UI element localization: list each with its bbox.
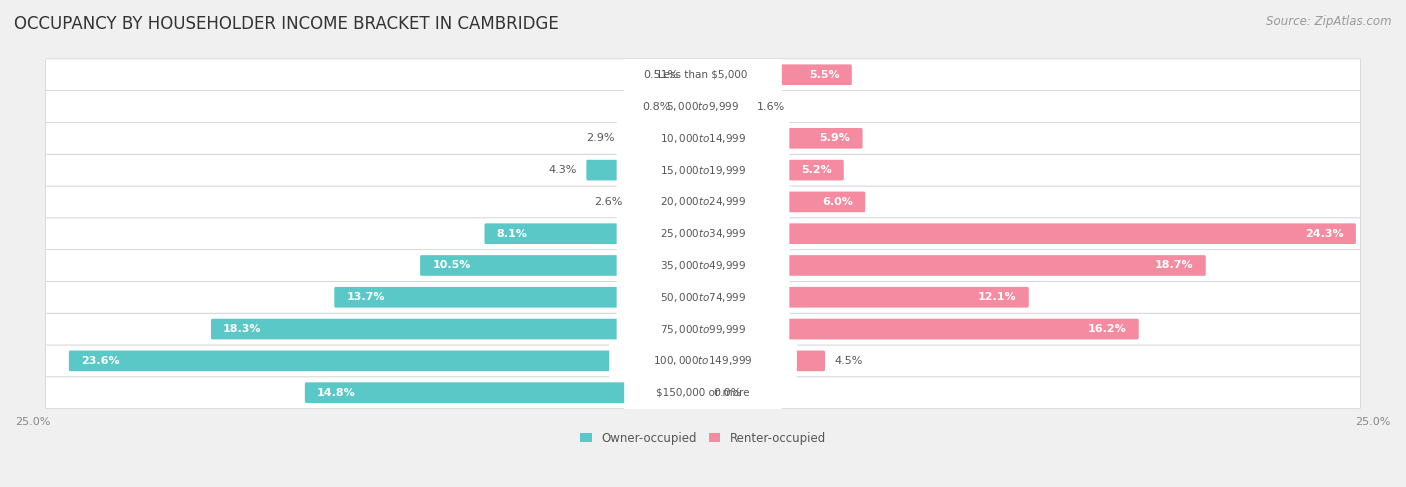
Text: $150,000 or more: $150,000 or more [657, 388, 749, 398]
Text: 2.6%: 2.6% [595, 197, 623, 207]
Text: Less than $5,000: Less than $5,000 [658, 70, 748, 80]
Text: 4.3%: 4.3% [548, 165, 576, 175]
FancyBboxPatch shape [45, 345, 1361, 377]
Text: 8.1%: 8.1% [496, 229, 527, 239]
FancyBboxPatch shape [631, 191, 704, 212]
Text: 23.6%: 23.6% [82, 356, 120, 366]
FancyBboxPatch shape [420, 255, 704, 276]
Text: Source: ZipAtlas.com: Source: ZipAtlas.com [1267, 15, 1392, 28]
FancyBboxPatch shape [702, 128, 862, 149]
FancyBboxPatch shape [45, 281, 1361, 313]
Text: OCCUPANCY BY HOUSEHOLDER INCOME BRACKET IN CAMBRIDGE: OCCUPANCY BY HOUSEHOLDER INCOME BRACKET … [14, 15, 558, 33]
FancyBboxPatch shape [305, 382, 704, 403]
Text: 0.51%: 0.51% [644, 70, 679, 80]
Text: 6.0%: 6.0% [823, 197, 853, 207]
FancyBboxPatch shape [335, 287, 704, 308]
FancyBboxPatch shape [45, 91, 1361, 122]
FancyBboxPatch shape [624, 56, 782, 94]
Text: $35,000 to $49,999: $35,000 to $49,999 [659, 259, 747, 272]
FancyBboxPatch shape [702, 224, 1355, 244]
Text: 10.5%: 10.5% [432, 261, 471, 270]
Text: $20,000 to $24,999: $20,000 to $24,999 [659, 195, 747, 208]
FancyBboxPatch shape [624, 128, 704, 149]
Legend: Owner-occupied, Renter-occupied: Owner-occupied, Renter-occupied [579, 431, 827, 445]
Text: 24.3%: 24.3% [1305, 229, 1344, 239]
FancyBboxPatch shape [45, 377, 1361, 409]
Text: 5.2%: 5.2% [801, 165, 832, 175]
Text: 16.2%: 16.2% [1088, 324, 1126, 334]
FancyBboxPatch shape [702, 255, 1206, 276]
FancyBboxPatch shape [45, 313, 1361, 345]
FancyBboxPatch shape [617, 279, 789, 316]
Text: 2.9%: 2.9% [586, 133, 614, 143]
Text: 5.9%: 5.9% [820, 133, 851, 143]
FancyBboxPatch shape [69, 351, 704, 371]
Text: $5,000 to $9,999: $5,000 to $9,999 [666, 100, 740, 113]
Text: 14.8%: 14.8% [316, 388, 356, 398]
Text: $15,000 to $19,999: $15,000 to $19,999 [659, 164, 747, 177]
FancyBboxPatch shape [617, 151, 789, 189]
FancyBboxPatch shape [624, 374, 782, 412]
Text: 4.5%: 4.5% [834, 356, 863, 366]
FancyBboxPatch shape [681, 96, 704, 117]
FancyBboxPatch shape [45, 218, 1361, 250]
FancyBboxPatch shape [485, 224, 704, 244]
Text: 5.5%: 5.5% [808, 70, 839, 80]
Text: 13.7%: 13.7% [346, 292, 385, 302]
FancyBboxPatch shape [45, 186, 1361, 218]
Text: 1.6%: 1.6% [756, 101, 785, 112]
Text: $100,000 to $149,999: $100,000 to $149,999 [654, 355, 752, 367]
FancyBboxPatch shape [45, 59, 1361, 91]
FancyBboxPatch shape [617, 246, 789, 284]
FancyBboxPatch shape [624, 88, 782, 126]
FancyBboxPatch shape [702, 287, 1029, 308]
FancyBboxPatch shape [702, 64, 852, 85]
FancyBboxPatch shape [702, 351, 825, 371]
Text: 0.8%: 0.8% [643, 101, 671, 112]
FancyBboxPatch shape [702, 160, 844, 181]
Text: $75,000 to $99,999: $75,000 to $99,999 [659, 322, 747, 336]
Text: 0.0%: 0.0% [714, 388, 742, 398]
Text: 18.7%: 18.7% [1156, 261, 1194, 270]
FancyBboxPatch shape [702, 96, 747, 117]
FancyBboxPatch shape [688, 64, 704, 85]
FancyBboxPatch shape [586, 160, 704, 181]
FancyBboxPatch shape [617, 183, 789, 221]
FancyBboxPatch shape [609, 342, 797, 380]
FancyBboxPatch shape [45, 250, 1361, 281]
FancyBboxPatch shape [617, 119, 789, 157]
FancyBboxPatch shape [702, 191, 865, 212]
FancyBboxPatch shape [702, 318, 1139, 339]
FancyBboxPatch shape [617, 310, 789, 348]
FancyBboxPatch shape [45, 122, 1361, 154]
Text: $10,000 to $14,999: $10,000 to $14,999 [659, 132, 747, 145]
FancyBboxPatch shape [211, 318, 704, 339]
Text: 12.1%: 12.1% [979, 292, 1017, 302]
Text: 18.3%: 18.3% [224, 324, 262, 334]
FancyBboxPatch shape [45, 154, 1361, 186]
Text: $25,000 to $34,999: $25,000 to $34,999 [659, 227, 747, 240]
FancyBboxPatch shape [617, 215, 789, 253]
Text: $50,000 to $74,999: $50,000 to $74,999 [659, 291, 747, 304]
